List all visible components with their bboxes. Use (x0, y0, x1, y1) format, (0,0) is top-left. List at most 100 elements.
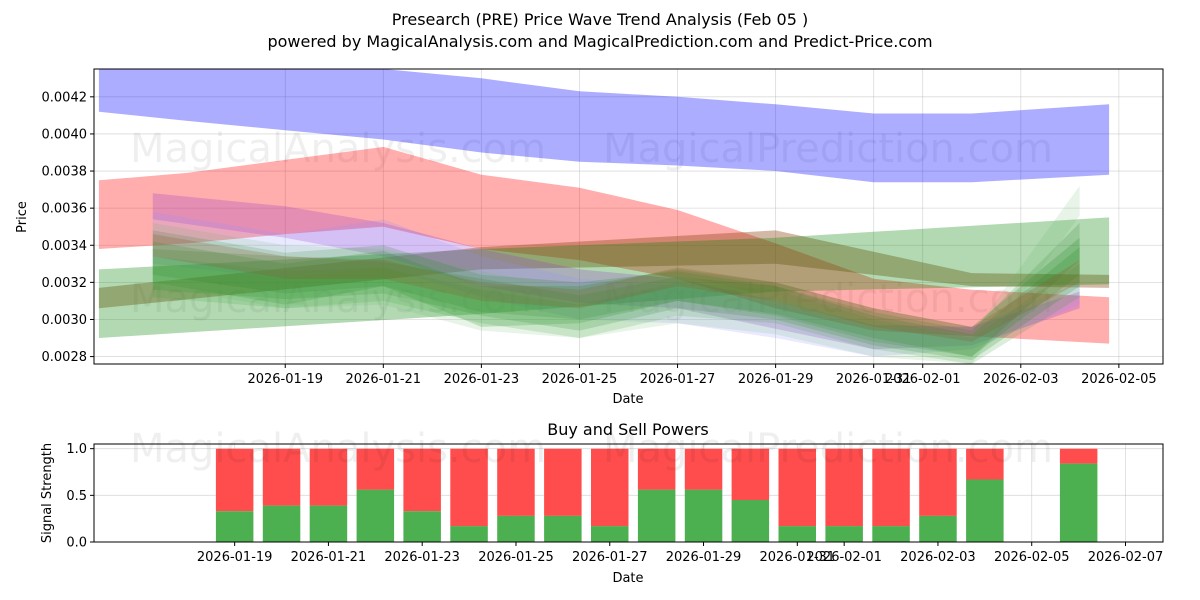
signal-bars-layer (215, 448, 1098, 542)
signal-x-tick-label: 2026-01-23 (384, 550, 460, 565)
sell-power-bar (262, 448, 301, 506)
buy-power-bar (591, 526, 629, 542)
price-series-layer (98, 69, 1110, 364)
buy-power-bar (919, 515, 957, 542)
price-x-tick-label: 2026-02-05 (1081, 372, 1157, 387)
price-series-clip-group (98, 69, 1110, 364)
watermark-analysis-top: MagicalAnalysis.com (130, 126, 546, 172)
buy-power-bar (262, 505, 301, 542)
signal-x-tick-label: 2026-01-31 (760, 550, 836, 565)
price-y-tick-label: 0.0028 (42, 350, 88, 365)
price-x-ticks: 2026-01-19 2026-01-21 2026-01-23 2026-01-25… (247, 364, 1157, 387)
buy-power-bar (497, 515, 535, 542)
wave-band-green-wave-4 (152, 223, 1080, 357)
signal-x-tick-label: 2026-01-21 (291, 550, 367, 565)
wave-band-blue-wave (98, 69, 1110, 183)
wave-band-green-wave-2 (152, 237, 1080, 357)
signal-x-ticks: 2026-01-19 2026-01-21 2026-01-23 2026-01-25… (197, 542, 1163, 565)
sell-power-bar (966, 448, 1004, 480)
buy-power-bar (731, 500, 770, 542)
price-x-tick-label: 2026-01-19 (247, 372, 323, 387)
price-x-tick-label: 2026-01-23 (444, 372, 520, 387)
price-y-ticks: 0.0028 0.0030 0.0032 0.0034 0.0036 0.0038 0.00… (42, 90, 94, 365)
signal-y-tick-label: 0.0 (66, 536, 87, 551)
sell-power-bar (778, 448, 816, 527)
signal-y-ticks: 0.0 0.5 1.0 (66, 442, 94, 551)
sell-power-bar (403, 448, 441, 512)
signal-x-tick-label: 2026-02-03 (900, 550, 976, 565)
price-x-tick-label: 2026-01-21 (346, 372, 422, 387)
buy-power-bar (637, 489, 676, 542)
price-y-label: Price (15, 201, 30, 233)
buy-power-bar (1059, 463, 1098, 542)
signal-x-tick-label: 2026-01-19 (197, 550, 273, 565)
signal-y-tick-label: 0.5 (66, 489, 87, 504)
price-x-tick-label: 2026-02-01 (885, 372, 961, 387)
signal-plot-frame (93, 443, 1164, 543)
buy-power-bar (309, 505, 348, 542)
signal-x-tick-label: 2026-02-01 (806, 550, 882, 565)
price-y-tick-label: 0.0042 (42, 90, 88, 105)
sell-power-bar (684, 448, 723, 490)
signal-chart-title: Buy and Sell Powers (547, 420, 709, 439)
buy-power-bar (403, 511, 441, 542)
wave-band-brown-wave (152, 234, 1080, 342)
sell-power-bar (497, 448, 535, 516)
sell-power-bar (309, 448, 348, 506)
sell-power-bar (356, 448, 395, 490)
sell-power-bar (544, 448, 582, 516)
signal-bar-plot: Buy and Sell Powers MagicalAnalysis.com … (40, 420, 1164, 586)
price-wave-plot: MagicalAnalysis.com MagicalPrediction.co… (15, 68, 1164, 407)
price-y-tick-label: 0.0034 (42, 239, 88, 254)
watermark-prediction-bottom: MagicalPrediction.com (603, 426, 1053, 472)
chart-title-line2: powered by MagicalAnalysis.com and Magic… (267, 32, 932, 51)
signal-y-label: Signal Strength (40, 443, 55, 543)
buy-power-bar (450, 526, 488, 542)
price-x-tick-label: 2026-01-29 (738, 372, 814, 387)
watermark-prediction-top: MagicalPrediction.com (603, 126, 1053, 172)
price-grid (94, 69, 1163, 364)
watermark-prediction-mid: MagicalPrediction.com (603, 276, 1053, 322)
sell-power-bar (591, 448, 629, 527)
signal-x-tick-label: 2026-02-07 (1088, 550, 1164, 565)
buy-power-bar (544, 515, 582, 542)
buy-power-bar (778, 526, 816, 542)
wave-band-purple-wave (152, 193, 1080, 350)
price-y-tick-label: 0.0030 (42, 313, 88, 328)
watermark-analysis-bottom: MagicalAnalysis.com (130, 426, 546, 472)
price-x-label: Date (612, 392, 643, 407)
sell-power-bar (919, 448, 957, 516)
price-y-tick-label: 0.0040 (42, 127, 88, 142)
sell-power-bar (872, 448, 910, 527)
wave-band-green-channel (98, 217, 1110, 338)
wave-band-green-wave-1 (152, 247, 1080, 361)
signal-x-label: Date (612, 571, 643, 586)
buy-power-bar (825, 526, 863, 542)
sell-power-bar (215, 448, 254, 512)
price-x-tick-label: 2026-01-25 (542, 372, 618, 387)
wave-band-brown-trend (98, 230, 1110, 309)
signal-x-tick-label: 2026-01-29 (666, 550, 742, 565)
signal-x-tick-label: 2026-01-27 (572, 550, 648, 565)
buy-power-bar (356, 489, 395, 542)
price-plot-frame (93, 68, 1164, 365)
sell-power-bar (637, 448, 676, 490)
price-y-tick-label: 0.0036 (42, 202, 88, 217)
watermark-analysis-mid: MagicalAnalysis.com (130, 276, 546, 322)
signal-y-tick-label: 1.0 (66, 442, 87, 457)
price-y-tick-label: 0.0038 (42, 165, 88, 180)
price-plot-area (94, 69, 1163, 364)
signal-x-tick-label: 2026-01-25 (478, 550, 554, 565)
wave-band-lavender-wave (152, 211, 1080, 357)
price-x-tick-label: 2026-01-27 (640, 372, 716, 387)
price-x-tick-label: 2026-01-31 (836, 372, 912, 387)
price-y-tick-label: 0.0032 (42, 276, 88, 291)
sell-power-bar (825, 448, 863, 527)
buy-power-bar (215, 511, 254, 542)
chart-title-line1: Presearch (PRE) Price Wave Trend Analysi… (392, 10, 808, 29)
signal-x-tick-label: 2026-02-05 (994, 550, 1070, 565)
wave-band-green-wave-5 (152, 185, 1080, 364)
buy-power-bar (966, 479, 1004, 542)
buy-power-bar (684, 489, 723, 542)
price-x-tick-label: 2026-02-03 (983, 372, 1059, 387)
